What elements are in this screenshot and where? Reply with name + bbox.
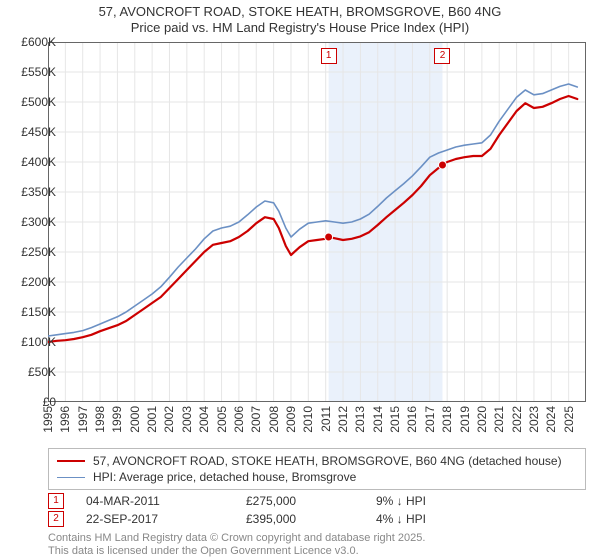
x-tick-label: 2000 — [128, 406, 142, 433]
plot-svg — [48, 42, 586, 402]
x-tick-label: 2020 — [475, 406, 489, 433]
y-tick-label: £500K — [6, 95, 56, 109]
y-tick-label: £450K — [6, 125, 56, 139]
sale-price: £275,000 — [246, 494, 376, 508]
x-tick-label: 2017 — [423, 406, 437, 433]
x-tick-label: 2015 — [388, 406, 402, 433]
x-tick-label: 2008 — [267, 406, 281, 433]
x-tick-label: 2002 — [162, 406, 176, 433]
x-tick-label: 1996 — [58, 406, 72, 433]
legend-label-hpi: HPI: Average price, detached house, Brom… — [93, 470, 356, 484]
plot-area — [48, 42, 586, 402]
sale-marker-box: 2 — [434, 48, 450, 64]
sale-date: 22-SEP-2017 — [86, 512, 246, 526]
sales-table: 1 04-MAR-2011 £275,000 9% ↓ HPI 2 22-SEP… — [48, 492, 586, 528]
sale-diff: 4% ↓ HPI — [376, 512, 496, 526]
x-tick-label: 2007 — [249, 406, 263, 433]
legend-label-price-paid: 57, AVONCROFT ROAD, STOKE HEATH, BROMSGR… — [93, 454, 562, 468]
x-tick-label: 2005 — [215, 406, 229, 433]
y-tick-label: £100K — [6, 335, 56, 349]
sale-diff: 9% ↓ HPI — [376, 494, 496, 508]
sale-marker-icon: 2 — [48, 511, 64, 527]
chart-container: 57, AVONCROFT ROAD, STOKE HEATH, BROMSGR… — [0, 0, 600, 560]
sale-marker-icon: 1 — [48, 493, 64, 509]
x-tick-label: 1995 — [41, 406, 55, 433]
x-tick-label: 2016 — [405, 406, 419, 433]
x-tick-label: 1998 — [93, 406, 107, 433]
chart-titles: 57, AVONCROFT ROAD, STOKE HEATH, BROMSGR… — [0, 0, 600, 37]
x-tick-label: 2013 — [353, 406, 367, 433]
x-tick-label: 2001 — [145, 406, 159, 433]
legend-row-price-paid: 57, AVONCROFT ROAD, STOKE HEATH, BROMSGR… — [57, 453, 577, 469]
legend-row-hpi: HPI: Average price, detached house, Brom… — [57, 469, 577, 485]
sale-price: £395,000 — [246, 512, 376, 526]
sale-date: 04-MAR-2011 — [86, 494, 246, 508]
footer: Contains HM Land Registry data © Crown c… — [48, 532, 586, 558]
x-tick-label: 2012 — [336, 406, 350, 433]
y-tick-label: £200K — [6, 275, 56, 289]
y-tick-label: £600K — [6, 35, 56, 49]
x-tick-label: 2021 — [492, 406, 506, 433]
sale-row: 2 22-SEP-2017 £395,000 4% ↓ HPI — [48, 510, 586, 528]
footer-line-2: This data is licensed under the Open Gov… — [48, 545, 586, 558]
y-tick-label: £550K — [6, 65, 56, 79]
x-tick-label: 1999 — [110, 406, 124, 433]
x-tick-label: 2018 — [440, 406, 454, 433]
x-tick-label: 2022 — [510, 406, 524, 433]
legend-swatch-price-paid — [57, 460, 85, 462]
title-line-2: Price paid vs. HM Land Registry's House … — [0, 20, 600, 36]
footer-line-1: Contains HM Land Registry data © Crown c… — [48, 532, 586, 545]
legend: 57, AVONCROFT ROAD, STOKE HEATH, BROMSGR… — [48, 448, 586, 490]
x-tick-label: 2003 — [180, 406, 194, 433]
x-tick-label: 2009 — [284, 406, 298, 433]
x-tick-label: 1997 — [76, 406, 90, 433]
title-line-1: 57, AVONCROFT ROAD, STOKE HEATH, BROMSGR… — [0, 4, 600, 20]
y-tick-label: £150K — [6, 305, 56, 319]
x-tick-label: 2004 — [197, 406, 211, 433]
y-tick-label: £400K — [6, 155, 56, 169]
x-tick-label: 2023 — [527, 406, 541, 433]
x-tick-label: 2006 — [232, 406, 246, 433]
y-tick-label: £50K — [6, 365, 56, 379]
x-tick-label: 2011 — [319, 406, 333, 432]
y-tick-label: £350K — [6, 185, 56, 199]
x-tick-label: 2025 — [562, 406, 576, 433]
legend-swatch-hpi — [57, 477, 85, 478]
x-tick-label: 2024 — [544, 406, 558, 433]
x-tick-label: 2019 — [458, 406, 472, 433]
y-tick-label: £250K — [6, 245, 56, 259]
x-tick-label: 2010 — [301, 406, 315, 433]
y-tick-label: £300K — [6, 215, 56, 229]
x-tick-label: 2014 — [371, 406, 385, 433]
sale-marker-box: 1 — [321, 48, 337, 64]
sale-row: 1 04-MAR-2011 £275,000 9% ↓ HPI — [48, 492, 586, 510]
